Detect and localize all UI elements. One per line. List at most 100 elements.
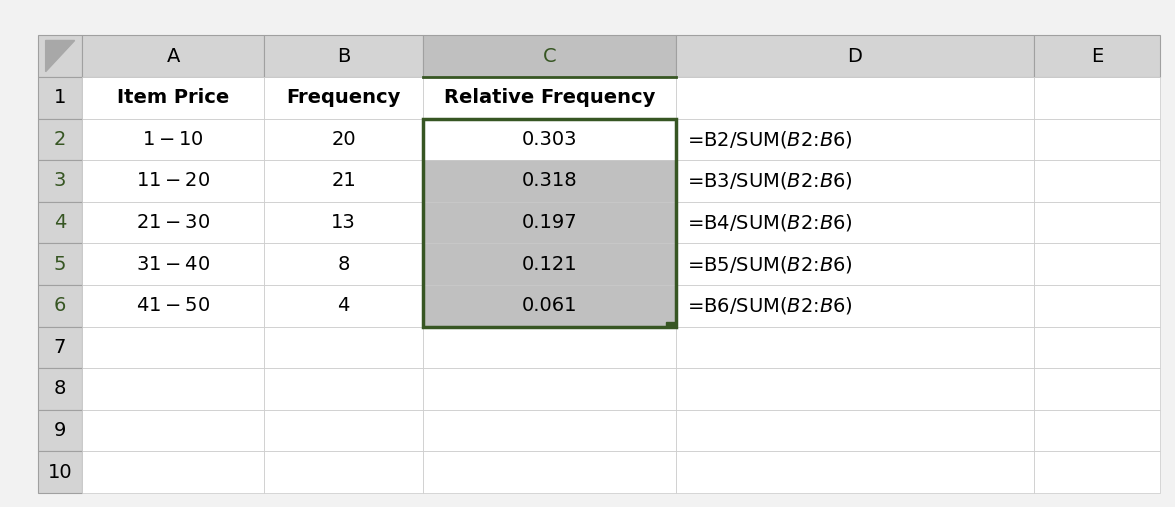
Bar bbox=[38, 35, 82, 77]
Bar bbox=[1034, 119, 1160, 160]
Bar bbox=[676, 410, 1034, 451]
Text: A: A bbox=[167, 47, 180, 66]
Bar bbox=[82, 451, 264, 493]
Text: =B4/SUM($B$2:$B$6): =B4/SUM($B$2:$B$6) bbox=[687, 212, 853, 233]
Text: 0.061: 0.061 bbox=[522, 296, 577, 315]
Bar bbox=[676, 119, 1034, 160]
Text: 20: 20 bbox=[331, 130, 356, 149]
Text: 6: 6 bbox=[54, 296, 66, 315]
Text: $11 - $20: $11 - $20 bbox=[136, 171, 210, 191]
Text: 5: 5 bbox=[54, 255, 66, 274]
Text: 3: 3 bbox=[54, 171, 66, 191]
Text: $41 - $50: $41 - $50 bbox=[136, 296, 210, 315]
Bar bbox=[82, 119, 264, 160]
Bar bbox=[676, 35, 1034, 77]
Text: $31 - $40: $31 - $40 bbox=[136, 255, 210, 274]
Bar bbox=[423, 77, 676, 119]
Text: 1: 1 bbox=[54, 88, 66, 107]
Bar bbox=[82, 202, 264, 243]
Bar bbox=[264, 410, 423, 451]
Bar bbox=[423, 451, 676, 493]
Text: 0.121: 0.121 bbox=[522, 255, 577, 274]
Bar bbox=[264, 327, 423, 368]
Bar bbox=[676, 368, 1034, 410]
Bar bbox=[1034, 202, 1160, 243]
Bar bbox=[264, 202, 423, 243]
Text: $21 - $30: $21 - $30 bbox=[136, 213, 210, 232]
Bar bbox=[38, 285, 82, 327]
Bar bbox=[82, 160, 264, 202]
Bar bbox=[423, 368, 676, 410]
Bar bbox=[666, 322, 676, 327]
Bar bbox=[423, 202, 676, 243]
Text: E: E bbox=[1090, 47, 1103, 66]
Text: Relative Frequency: Relative Frequency bbox=[444, 88, 654, 107]
Bar bbox=[38, 451, 82, 493]
Text: 13: 13 bbox=[331, 213, 356, 232]
Bar bbox=[423, 285, 676, 327]
Bar bbox=[1034, 160, 1160, 202]
Bar bbox=[38, 77, 82, 119]
Bar bbox=[264, 451, 423, 493]
Text: B: B bbox=[337, 47, 350, 66]
Text: 0.318: 0.318 bbox=[522, 171, 577, 191]
Bar bbox=[38, 368, 82, 410]
Bar bbox=[676, 327, 1034, 368]
Polygon shape bbox=[46, 41, 75, 71]
Bar bbox=[82, 327, 264, 368]
Bar bbox=[82, 410, 264, 451]
Text: C: C bbox=[543, 47, 556, 66]
Bar bbox=[38, 410, 82, 451]
Bar bbox=[676, 243, 1034, 285]
Bar bbox=[676, 77, 1034, 119]
Text: 4: 4 bbox=[337, 296, 350, 315]
Bar bbox=[1034, 451, 1160, 493]
Text: 0.197: 0.197 bbox=[522, 213, 577, 232]
Bar bbox=[264, 368, 423, 410]
Bar bbox=[1034, 35, 1160, 77]
Text: =B3/SUM($B$2:$B$6): =B3/SUM($B$2:$B$6) bbox=[687, 170, 853, 192]
Text: 9: 9 bbox=[54, 421, 66, 440]
Bar bbox=[423, 119, 676, 160]
Bar bbox=[38, 243, 82, 285]
Bar bbox=[1034, 243, 1160, 285]
Text: =B5/SUM($B$2:$B$6): =B5/SUM($B$2:$B$6) bbox=[687, 254, 853, 275]
Bar bbox=[38, 327, 82, 368]
Bar bbox=[423, 160, 676, 202]
Bar bbox=[264, 285, 423, 327]
Bar bbox=[1034, 327, 1160, 368]
Bar bbox=[1034, 285, 1160, 327]
Bar bbox=[264, 35, 423, 77]
Bar bbox=[82, 35, 264, 77]
Bar bbox=[38, 119, 82, 160]
Bar bbox=[423, 243, 676, 285]
Bar bbox=[82, 368, 264, 410]
Text: 7: 7 bbox=[54, 338, 66, 357]
Bar bbox=[1034, 368, 1160, 410]
Bar bbox=[423, 410, 676, 451]
Bar bbox=[38, 202, 82, 243]
Text: =B2/SUM($B$2:$B$6): =B2/SUM($B$2:$B$6) bbox=[687, 129, 853, 150]
Bar bbox=[423, 119, 676, 327]
Bar bbox=[82, 285, 264, 327]
Text: Item Price: Item Price bbox=[118, 88, 229, 107]
Bar bbox=[82, 77, 264, 119]
Text: =B6/SUM($B$2:$B$6): =B6/SUM($B$2:$B$6) bbox=[687, 295, 853, 316]
Bar bbox=[676, 160, 1034, 202]
Text: D: D bbox=[847, 47, 862, 66]
Bar bbox=[676, 202, 1034, 243]
Text: 0.303: 0.303 bbox=[522, 130, 577, 149]
Bar bbox=[82, 243, 264, 285]
Text: Frequency: Frequency bbox=[287, 88, 401, 107]
Bar bbox=[1034, 77, 1160, 119]
Text: 21: 21 bbox=[331, 171, 356, 191]
Text: 4: 4 bbox=[54, 213, 66, 232]
Bar bbox=[38, 160, 82, 202]
Text: 10: 10 bbox=[48, 462, 72, 482]
Text: 2: 2 bbox=[54, 130, 66, 149]
Bar bbox=[264, 243, 423, 285]
Bar bbox=[264, 160, 423, 202]
Text: 8: 8 bbox=[54, 379, 66, 399]
Bar bbox=[264, 77, 423, 119]
Bar bbox=[423, 327, 676, 368]
